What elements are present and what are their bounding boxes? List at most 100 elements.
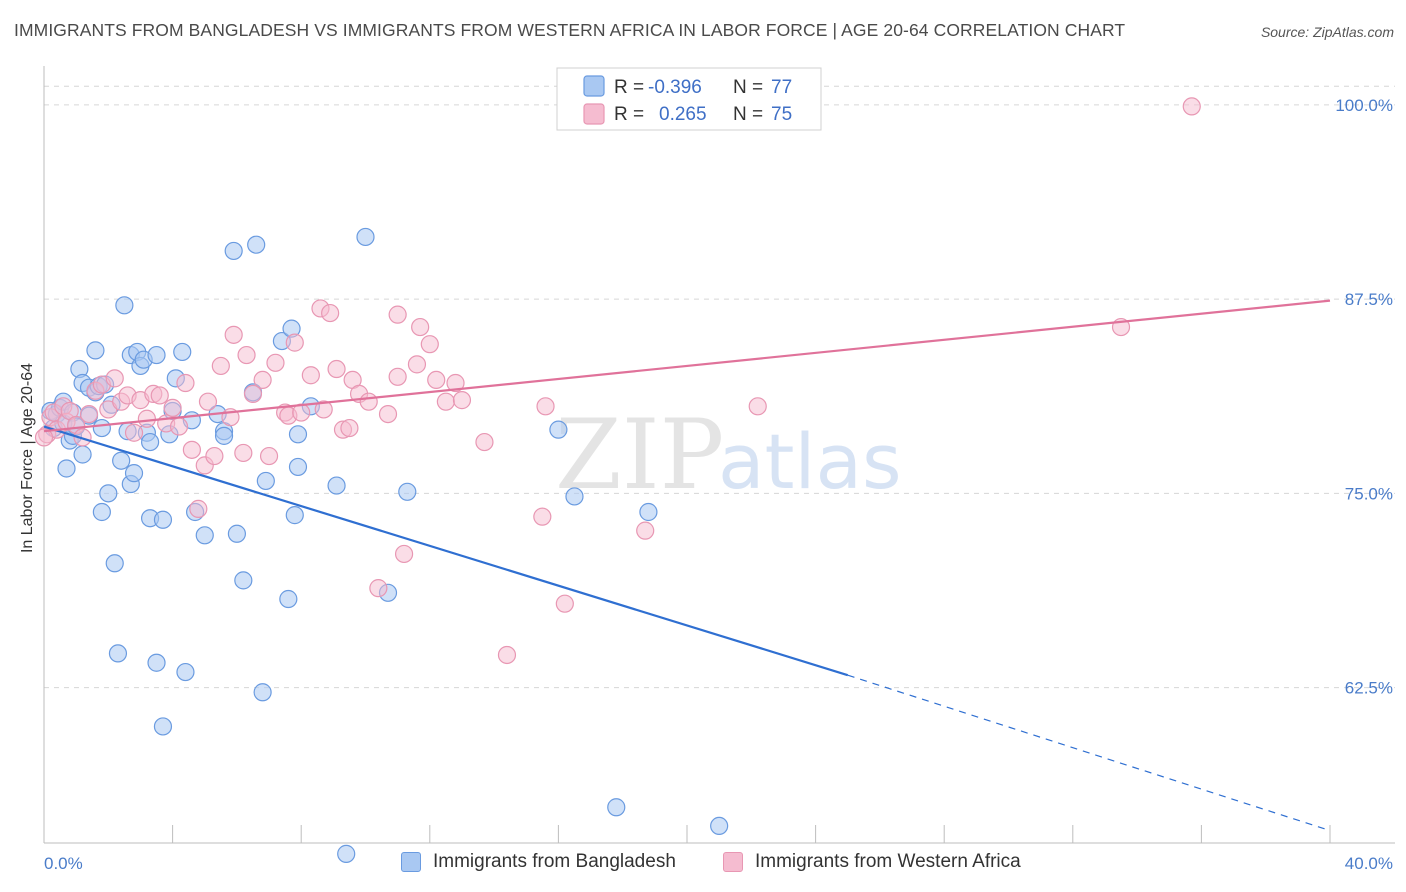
series-bangladesh [41, 227, 729, 863]
point-western-africa [176, 373, 195, 393]
watermark: ZIP atlas [555, 399, 902, 511]
watermark-atlas: atlas [718, 417, 902, 506]
point-western-africa [407, 355, 427, 374]
point-bangladesh [247, 235, 266, 254]
point-bangladesh [73, 445, 92, 464]
y-tick-label: 100.0% [1335, 96, 1393, 115]
point-bangladesh [285, 506, 304, 525]
point-western-africa [124, 423, 144, 442]
point-bangladesh [337, 844, 356, 863]
point-bangladesh [607, 798, 626, 817]
legend-swatch-pink [583, 103, 605, 125]
y-tick-labels: 62.5% 75.0% 87.5% 100.0% [1335, 96, 1393, 698]
point-western-africa [748, 397, 767, 416]
point-bangladesh [176, 662, 195, 682]
point-western-africa [436, 392, 455, 411]
point-bangladesh [327, 476, 346, 495]
point-western-africa [321, 303, 340, 323]
point-western-africa [394, 544, 414, 564]
x-tick-label-min: 0.0% [44, 854, 83, 873]
point-western-africa [266, 353, 285, 372]
point-western-africa [237, 345, 256, 365]
trend-line-bangladesh-extension [847, 674, 1331, 832]
point-bangladesh [147, 345, 166, 365]
x-tick-label-max: 40.0% [1345, 854, 1393, 873]
point-bangladesh [105, 554, 124, 573]
point-bangladesh [398, 482, 417, 501]
point-bangladesh [565, 487, 584, 506]
point-bangladesh [99, 484, 118, 503]
point-western-africa [533, 507, 552, 526]
point-western-africa [388, 305, 407, 324]
trend-line-bangladesh [43, 425, 849, 677]
point-western-africa [34, 428, 54, 447]
point-bangladesh [253, 683, 272, 702]
bottom-legend-item-bangladesh: Immigrants from Bangladesh [401, 851, 676, 873]
point-bangladesh [224, 241, 243, 261]
legend-r-value-pink: 0.265 [659, 104, 707, 125]
point-western-africa [536, 397, 555, 416]
point-bangladesh [549, 420, 568, 439]
bottom-legend-label-bangladesh: Immigrants from Bangladesh [433, 851, 676, 872]
point-bangladesh [288, 425, 308, 444]
trend-line-western-africa [43, 299, 1331, 433]
point-western-africa [79, 404, 99, 424]
point-bangladesh [153, 510, 173, 529]
point-western-africa [137, 409, 156, 428]
point-western-africa [198, 392, 218, 411]
bottom-legend: Immigrants from Bangladesh Immigrants fr… [0, 851, 1406, 879]
series-western-africa [34, 97, 1201, 665]
point-bangladesh [153, 717, 173, 736]
legend-r-label-blue: R = [614, 77, 644, 98]
y-tick-label: 75.0% [1345, 484, 1393, 503]
point-bangladesh [288, 457, 308, 477]
bottom-legend-label-western-africa: Immigrants from Western Africa [755, 851, 1021, 872]
legend-n-value-blue: 77 [771, 77, 792, 98]
point-western-africa [340, 418, 359, 438]
point-western-africa [189, 499, 208, 518]
legend-r-label-pink: R = [614, 104, 644, 125]
point-western-africa [388, 367, 407, 386]
point-western-africa [301, 366, 320, 385]
bottom-legend-swatch-pink [723, 852, 743, 872]
point-bangladesh [356, 227, 375, 247]
point-western-africa [497, 645, 517, 665]
point-western-africa [234, 443, 253, 463]
point-bangladesh [214, 426, 234, 445]
point-western-africa [475, 432, 494, 452]
legend-n-label-pink: N = [733, 104, 763, 125]
point-western-africa [259, 446, 279, 466]
point-western-africa [224, 325, 243, 344]
legend-n-label-blue: N = [733, 77, 763, 98]
point-bangladesh [92, 418, 111, 438]
point-bangladesh [86, 341, 105, 360]
point-bangladesh [639, 502, 658, 522]
y-tick-label: 62.5% [1345, 679, 1393, 698]
point-bangladesh [140, 432, 160, 452]
point-bangladesh [124, 464, 144, 483]
chart-title: IMMIGRANTS FROM BANGLADESH VS IMMIGRANTS… [14, 20, 1126, 40]
point-western-africa [369, 579, 388, 598]
point-bangladesh [108, 644, 128, 663]
source-note: Source: ZipAtlas.com [1260, 24, 1394, 40]
legend-r-value-blue: -0.396 [648, 77, 702, 98]
point-western-africa [314, 400, 333, 419]
y-tick-label: 87.5% [1345, 290, 1393, 309]
point-bangladesh [234, 571, 253, 590]
legend: R = -0.396 N = 77 R = 0.265 N = 75 [556, 67, 822, 131]
point-bangladesh [710, 816, 729, 836]
point-bangladesh [279, 589, 298, 609]
point-western-africa [150, 386, 169, 405]
point-bangladesh [147, 653, 166, 672]
point-western-africa [411, 317, 430, 337]
legend-n-value-pink: 75 [771, 104, 792, 125]
axes [43, 66, 1395, 844]
point-western-africa [420, 335, 439, 354]
point-western-africa [182, 440, 201, 459]
watermark-zip: ZIP [555, 399, 724, 511]
point-western-africa [327, 359, 346, 379]
point-western-africa [243, 384, 263, 403]
point-bangladesh [57, 459, 76, 478]
point-western-africa [163, 398, 182, 417]
